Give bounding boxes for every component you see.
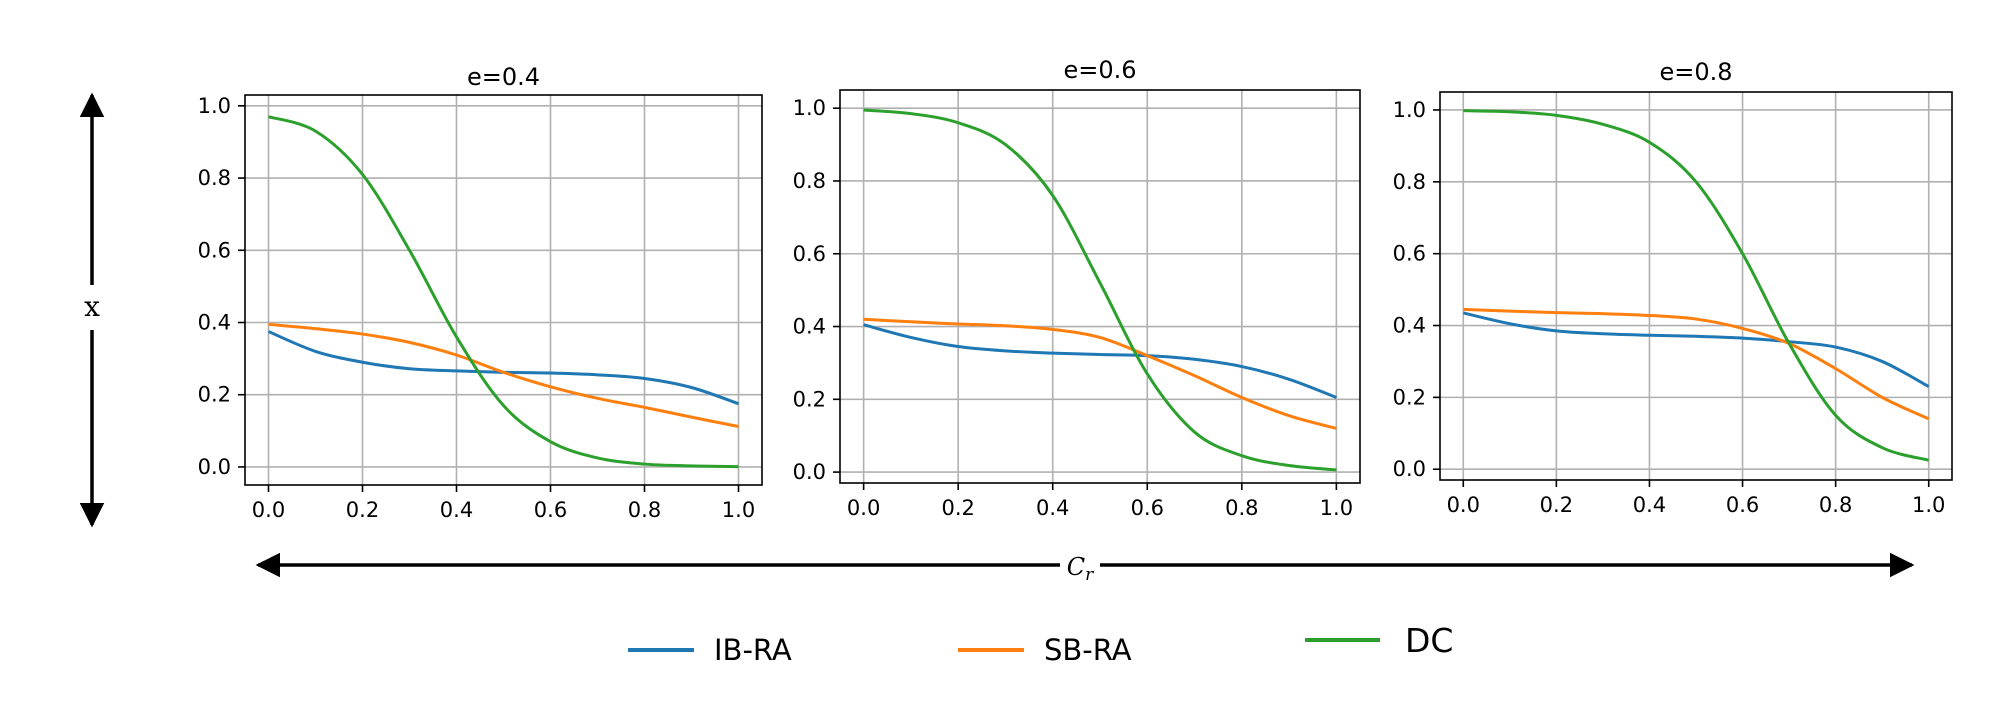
chart-panel-1: 0.0 0.2 0.4 0.6 0.8 1.0 0.0 0.2 0.4 0.6 0.8 1.0 e=0.…: [198, 63, 763, 522]
y-tick-label: 0.8: [198, 166, 231, 190]
x-tick-label: 1.0: [722, 498, 755, 522]
plot-frame: [1439, 91, 1953, 481]
x-tick-label: 0.4: [1036, 496, 1069, 520]
panel-title: e=0.6: [1063, 56, 1136, 84]
plot-frame: [839, 89, 1361, 484]
series-line-sb-ra: [863, 317, 1337, 430]
panel-title: e=0.8: [1659, 58, 1732, 86]
panel-title: e=0.4: [467, 63, 540, 91]
y-tick-label: 0.0: [793, 460, 826, 484]
y-tick-label: 0.2: [198, 383, 231, 407]
y-tick-label: 0.4: [1393, 314, 1426, 338]
series-line-dc: [863, 108, 1337, 472]
y-tick-label: 1.0: [1393, 98, 1426, 122]
x-tick-label: 0.0: [252, 498, 285, 522]
chart-panels: 0.0 0.2 0.4 0.6 0.8 1.0 0.0 0.2 0.4 0.6 0.8 1.0 e=0.…: [198, 56, 1953, 522]
legend-label-dc: DC: [1405, 621, 1453, 660]
x-tick-label: 1.0: [1320, 496, 1353, 520]
x-tick-label: 0.8: [628, 498, 661, 522]
series-line-dc: [1463, 109, 1930, 462]
series-group: [1462, 109, 1930, 462]
y-tick-label: 0.2: [793, 387, 826, 411]
grid: [840, 90, 1360, 483]
plot-frame: [244, 94, 763, 486]
x-tick-label: 0.4: [1633, 493, 1666, 517]
y-tick-label: 0.8: [793, 169, 826, 193]
y-tick-label: 0.6: [1393, 242, 1426, 266]
y-tick-label: 1.0: [793, 96, 826, 120]
x-tick-label: 0.6: [1726, 493, 1759, 517]
x-arrow-label: Cr: [1067, 553, 1094, 585]
y-tick-label: 0.6: [198, 238, 231, 262]
x-tick-label: 1.0: [1912, 493, 1945, 517]
y-arrow-label: x: [84, 290, 100, 323]
series-group: [267, 115, 739, 469]
legend-item-ib-ra: IB-RA: [628, 633, 792, 667]
legend: IB-RA SB-RA DC: [628, 621, 1453, 667]
x-axis-arrow: Cr: [255, 552, 1915, 585]
y-tick-label: 0.2: [1393, 385, 1426, 409]
x-tick-label: 0.2: [1540, 493, 1573, 517]
x-tick-label: 0.4: [440, 498, 473, 522]
series-line-sb-ra: [1463, 307, 1930, 421]
legend-item-sb-ra: SB-RA: [958, 633, 1132, 667]
legend-label-ib-ra: IB-RA: [714, 633, 792, 667]
x-tick-label: 0.6: [534, 498, 567, 522]
legend-label-sb-ra: SB-RA: [1044, 633, 1132, 667]
x-tick-label: 0.8: [1819, 493, 1852, 517]
y-tick-label: 0.6: [793, 242, 826, 266]
x-tick-label: 0.2: [346, 498, 379, 522]
x-tick-label: 0.0: [1447, 493, 1480, 517]
chart-panel-2: 0.0 0.2 0.4 0.6 0.8 1.0 0.0 0.2 0.4 0.6 0.8 1.0 e=0.…: [793, 56, 1361, 520]
grid: [1440, 92, 1952, 480]
x-tick-label: 0.2: [941, 496, 974, 520]
y-tick-label: 0.0: [198, 455, 231, 479]
series-group: [863, 108, 1337, 472]
y-tick-label: 0.4: [198, 311, 231, 335]
y-axis-arrow: x: [79, 92, 105, 528]
series-line-ib-ra: [267, 330, 739, 406]
chart-panel-3: 0.0 0.2 0.4 0.6 0.8 1.0 0.0 0.2 0.4 0.6 0.8 1.0 e=0.…: [1393, 58, 1953, 517]
series-line-sb-ra: [268, 322, 739, 428]
y-tick-label: 0.8: [1393, 170, 1426, 194]
grid: [245, 95, 762, 485]
x-tick-label: 0.0: [847, 496, 880, 520]
x-tick-label: 0.6: [1131, 496, 1164, 520]
y-tick-label: 0.0: [1393, 457, 1426, 481]
series-line-ib-ra: [863, 323, 1337, 399]
y-tick-label: 0.4: [793, 315, 826, 339]
x-tick-label: 0.8: [1225, 496, 1258, 520]
legend-item-dc: DC: [1305, 621, 1453, 660]
series-line-dc: [268, 115, 739, 469]
series-line-ib-ra: [1462, 311, 1930, 388]
y-tick-label: 1.0: [198, 94, 231, 118]
